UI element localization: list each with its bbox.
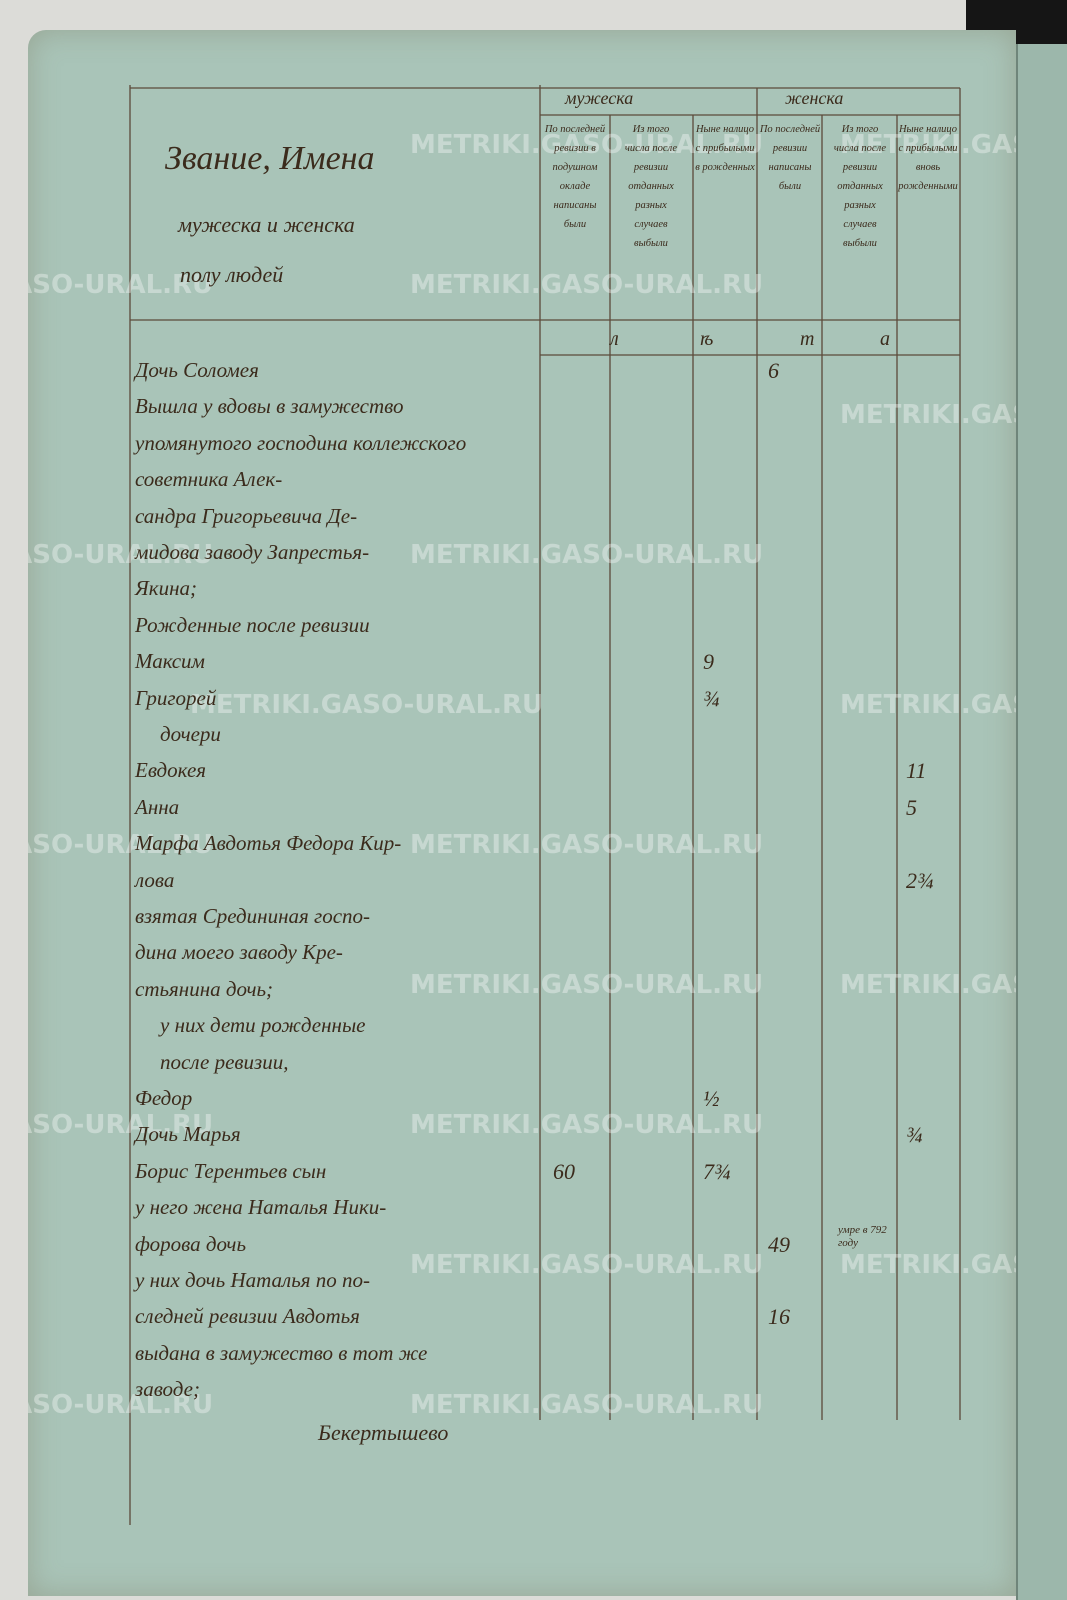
entry-text: следней ревизии Авдотья [135, 1304, 360, 1329]
watermark: METRIKI.GASO-URAL.RU [840, 130, 1016, 160]
entry-text: Рожденные после ревизии [135, 612, 370, 637]
watermark: METRIKI.GASO-URAL.RU [840, 970, 1016, 1000]
column-header: Из того числа после ревизии отданных раз… [833, 124, 887, 249]
entry-text: Анна [135, 794, 180, 819]
entry-text: дина моего заводу Кре- [135, 940, 343, 965]
watermark: METRIKI.GASO-URAL.RU [410, 970, 764, 1000]
table-lines [129, 85, 961, 1525]
watermark: METRIKI.GASO-URAL.RU [28, 540, 214, 570]
title: мужеска и женска [178, 212, 355, 237]
entry-text: после ревизии, [160, 1049, 289, 1074]
watermark: METRIKI.GASO-URAL.RU [190, 690, 544, 720]
column-header: По последней ревизии написаны были [759, 124, 821, 192]
watermark: METRIKI.GASO-URAL.RU [410, 130, 764, 160]
entry-value: 7¾ [703, 1158, 731, 1184]
column-header: Ныне налицо с прибылыми в рожденных [695, 124, 755, 173]
entry-text: Якина; [135, 576, 198, 601]
column-header: Ныне налицо с прибылыми вновь рожденными [898, 124, 958, 192]
watermark: METRIKI.GASO-URAL.RU [410, 540, 764, 570]
entry-value: 60 [553, 1158, 575, 1184]
watermark: METRIKI.GASO-URAL.RU [28, 830, 214, 860]
entry-value: 9 [703, 649, 714, 675]
age-label: л [610, 328, 619, 350]
entry-text: у него жена Наталья Ники- [135, 1195, 387, 1220]
age-label: ѣ [700, 328, 714, 350]
entry-text: Евдокея [135, 758, 207, 783]
entry-value: ¾ [906, 1122, 923, 1148]
age-label: т [800, 328, 815, 350]
entry-value: умре в 792 году [838, 1223, 887, 1249]
watermark: METRIKI.GASO-URAL.RU [28, 1390, 214, 1420]
entry-value: 2¾ [906, 867, 934, 893]
watermark: METRIKI.GASO-URAL.RU [410, 1390, 764, 1420]
document-page: METRIKI.GASO-URAL.RU METRIKI.GA SO-URAL.RU… [28, 30, 1016, 1596]
entry-text: дочери [160, 722, 221, 746]
entry-text: упомянутого господина коллежского [135, 430, 467, 455]
entry-text: сандра Григорьевича Де- [135, 503, 358, 528]
entry-value: ½ [703, 1086, 720, 1111]
age-label: а [880, 328, 890, 350]
watermark: METRIKI.GASO-URAL.RU [410, 1110, 764, 1140]
entry-text: советника Алек- [135, 467, 283, 492]
entry-value: 49 [768, 1231, 790, 1257]
entry-text: Максим [135, 649, 205, 674]
watermark: METRIKI.GASO-URAL.RU [28, 1110, 214, 1140]
signature: Бекертышево [318, 1420, 449, 1445]
entry-value: 11 [906, 758, 927, 784]
next-page-edge [1016, 44, 1067, 1600]
entry-text: у них дочь Наталья по по- [135, 1268, 371, 1292]
entry-value: 6 [768, 358, 779, 383]
entry-value: ¾ [703, 685, 720, 711]
entry-text: лова [135, 867, 175, 892]
watermark: METRIKI.GASO-URAL.RU [840, 1250, 1016, 1280]
entry-text: форова дочь [135, 1231, 247, 1256]
entry-text: у них дети рожденные [160, 1013, 366, 1038]
entry-text: заводе; [135, 1377, 200, 1402]
watermark: METRIKI.GASO-URAL.RU [840, 690, 1016, 720]
group-header: мужеска [565, 88, 634, 108]
column-header: По последней ревизии в подушном окладе н… [544, 124, 606, 230]
entry-text: Дочь Марья [135, 1122, 241, 1147]
entry-text: Марфа Авдотья Федора Кир- [135, 831, 402, 856]
entry-text: выдана в замужество в тот же [135, 1340, 428, 1365]
entry-text: Федор [135, 1086, 193, 1110]
entry-text: взятая Средининая госпо- [135, 904, 371, 928]
watermark: METRIKI.GASO-URAL.RU [410, 830, 764, 860]
watermark: METRIKI.GASO-URAL.RU [410, 1250, 764, 1280]
entry-text: Борис Терентьев сын [135, 1158, 327, 1183]
column-header: Из того числа после ревизии отданных раз… [624, 124, 678, 249]
watermark: METRIKI.GASO-URAL.RU [840, 400, 1016, 430]
entry-text: мидова заводу Запрестья- [135, 540, 370, 564]
watermark: METRIKI.GASO-URAL.RU [410, 270, 764, 300]
group-header: женска [785, 88, 844, 108]
entry-text: Григорей [135, 685, 217, 710]
entry-text: Вышла у вдовы в замужество [135, 394, 404, 419]
entry-text: Дочь Соломея [135, 358, 259, 382]
title: полу людей [180, 262, 284, 287]
watermark: METRIKI.GASO-URAL.RU [28, 270, 214, 300]
entry-value: 5 [906, 794, 917, 820]
entry-text: стьянина дочь; [135, 976, 274, 1001]
entry-value: 16 [768, 1304, 790, 1330]
title: Звание, Имена [165, 140, 375, 177]
